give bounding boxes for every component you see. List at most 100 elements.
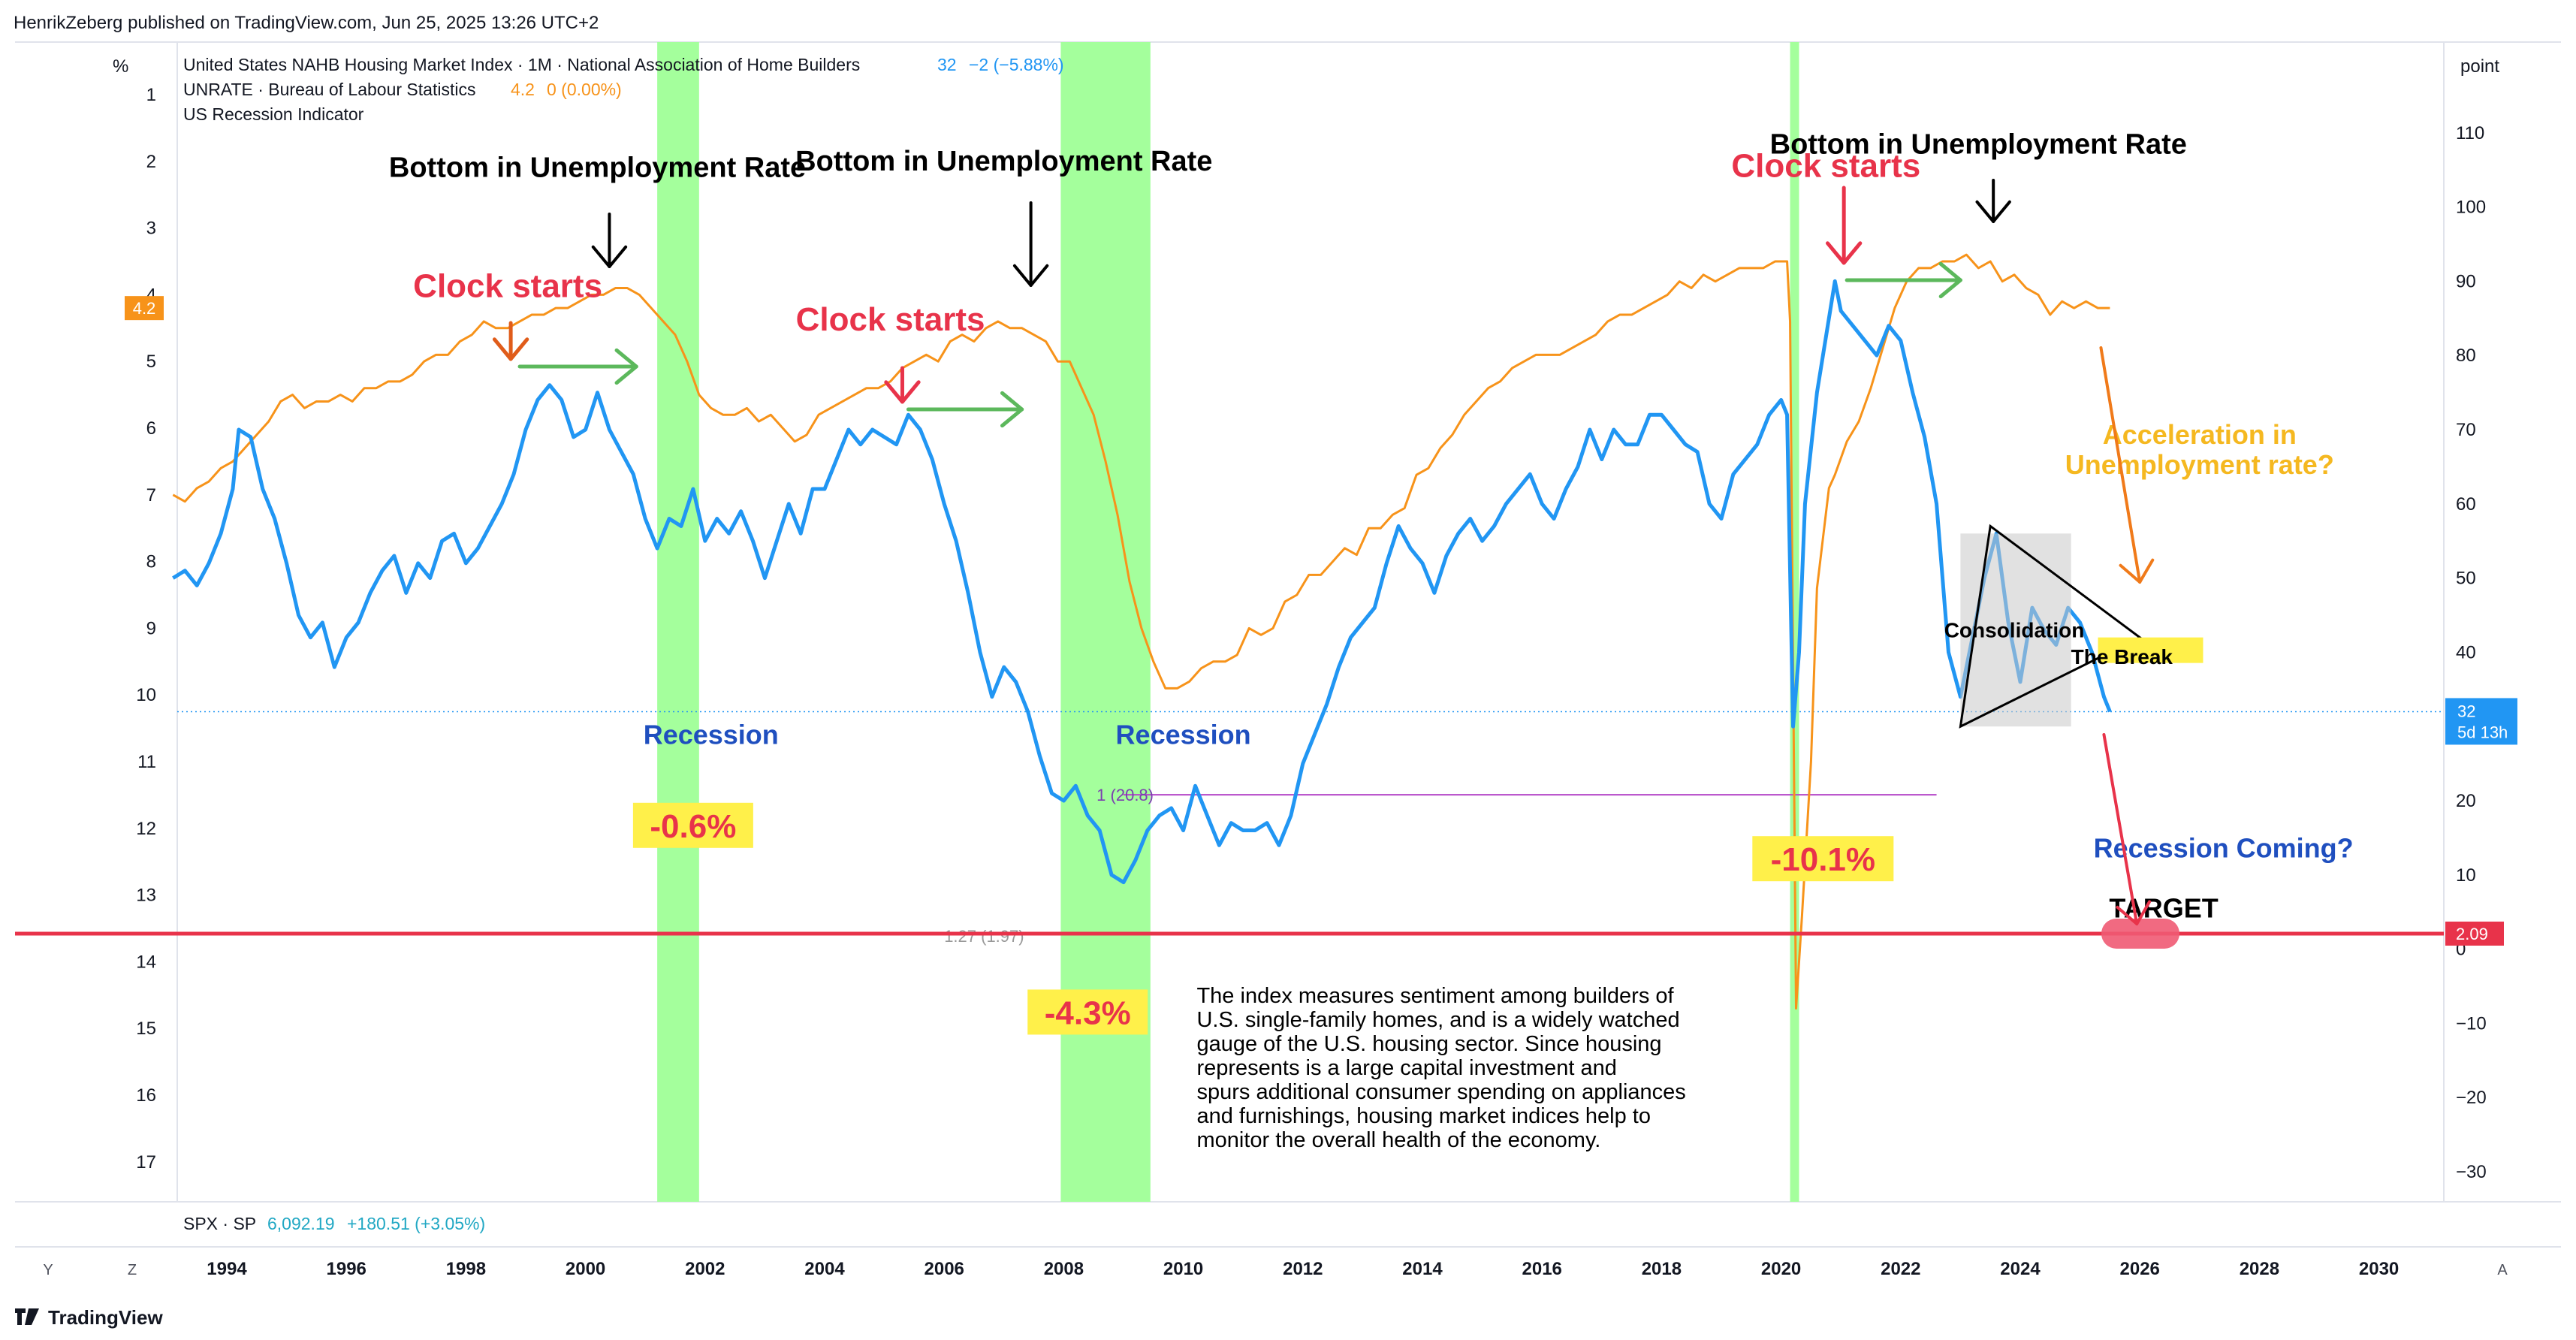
annotation-label: Consolidation [1944,618,2085,641]
description-line: gauge of the U.S. housing sector. Since … [1196,1032,1661,1056]
annotation-label: Recession Coming? [2094,832,2354,863]
x-axis-tick: 2022 [1881,1259,1920,1279]
target-arrow [2102,733,2139,925]
bottom-arrow-head [591,245,628,268]
bottom-arrow-head [1975,200,2011,223]
nahb-badge-time: 5d 13h [2457,723,2508,741]
x-axis-tick: 2028 [2240,1259,2279,1279]
fib-level-label: 1.27 (1.97) [944,927,1024,946]
legend-nahb-name[interactable]: United States NAHB Housing Market Index … [183,55,860,74]
left-axis-tick: 16 [136,1085,156,1106]
left-axis-tick: 14 [136,952,156,972]
legend-unrate-value: 4.2 [511,80,535,99]
description-line: The index measures sentiment among build… [1196,984,1674,1008]
unrate-badge-text: 4.2 [133,299,156,318]
spx-value: 6,092.19 [267,1214,335,1233]
recession-band [1790,42,1799,1202]
left-unit-label: % [113,56,128,77]
description-line: and furnishings, housing market indices … [1196,1104,1651,1128]
clock-run-arrow-head [1938,261,1962,299]
recession-band [657,42,699,1202]
x-axis-tick: 2002 [685,1259,725,1279]
log-scale-button[interactable]: Y [43,1262,53,1278]
tradingview-logo-icon [15,1308,39,1325]
acceleration-arrow [2099,346,2142,584]
right-axis-tick: 60 [2456,494,2476,515]
drawdown-badge-bg [632,802,753,848]
annotation-label: The Break [2071,645,2173,668]
left-axis-tick: 12 [136,819,156,839]
right-axis-tick: 20 [2456,791,2476,811]
annotation-label: Clock starts [796,301,985,338]
spx-change: +180.51 (+3.05%) [347,1214,485,1233]
x-axis-tick: 2010 [1163,1259,1203,1279]
legend[interactable]: United States NAHB Housing Market Index … [183,55,1064,124]
tradingview-logo-text: TradingView [48,1306,163,1329]
nahb-badge [2445,698,2517,745]
left-axis-tick: 6 [146,418,156,439]
left-axis-tick: 10 [136,685,156,705]
acceleration-arrow-head [2119,558,2155,584]
left-axis-tick: 1 [146,85,156,105]
annotation-label: Recession [1116,719,1251,750]
drawdown-label: -4.3% [1045,994,1131,1031]
x-axis-tick: 2016 [1522,1259,1562,1279]
drawdown-label: -0.6% [650,808,736,845]
annotation-label: Bottom in Unemployment Rate [1770,129,2187,161]
legend-nahb-value: 32 [937,55,957,74]
left-axis-tick: 11 [137,752,156,772]
annotation-label: Clock starts [1731,148,1920,185]
x-axis-tick: 2008 [1044,1259,1084,1279]
description-line: spurs additional consumer spending on ap… [1196,1080,1685,1104]
legend-unrate-name[interactable]: UNRATE · Bureau of Labour Statistics [183,80,475,99]
the-break-highlight [2098,637,2203,663]
description-line: represents is a large capital investment… [1196,1056,1616,1080]
legend-recession-name[interactable]: US Recession Indicator [183,104,364,124]
annotation-label: Recession [644,719,779,750]
left-axis-tick: 8 [146,552,156,572]
x-axis-tick: 1996 [327,1259,366,1279]
clock-arrow-head [884,380,921,404]
annotation-label: Unemployment rate? [2065,449,2334,480]
annotation-label: Bottom in Unemployment Rate [389,152,806,184]
right-axis-tick: −10 [2456,1013,2487,1034]
left-axis-tick: 5 [146,352,156,372]
left-axis-tick: 15 [136,1019,156,1039]
x-axis-tick: 2006 [925,1259,964,1279]
unrate-series-line [172,253,2110,1010]
spx-name[interactable]: SPX · SP [183,1214,256,1233]
clock-arrow-head [1826,241,1863,265]
drawdown-badge-bg [1752,836,1894,882]
unrate-badge [125,296,164,321]
fib-level-label: 1 (20.8) [1096,786,1154,804]
x-axis-tick: 2000 [566,1259,605,1279]
x-axis-tick: 2014 [1402,1259,1443,1279]
auto-scale-button[interactable]: A [2497,1262,2508,1278]
right-axis-tick: 110 [2456,123,2484,143]
x-axis-tick: 2020 [1761,1259,1801,1279]
left-axis-tick: 9 [146,618,156,638]
right-axis-tick: −20 [2456,1088,2487,1108]
left-axis-tick: 17 [136,1152,156,1172]
description-line: monitor the overall health of the econom… [1196,1128,1600,1152]
drawdown-label: -10.1% [1771,841,1875,878]
target-marker [2101,918,2179,949]
x-axis-tick: 2004 [804,1259,845,1279]
right-axis-tick: −30 [2456,1162,2487,1182]
x-axis-tick: 2026 [2120,1259,2160,1279]
left-axis-tick: 2 [146,152,156,172]
right-axis-tick: 80 [2456,346,2476,366]
zoom-button[interactable]: Z [128,1262,137,1278]
legend-unrate-change: 0 (0.00%) [547,80,622,99]
right-axis-tick: 90 [2456,271,2476,291]
annotation-label: Clock starts [413,268,602,305]
x-axis-tick: 1998 [446,1259,486,1279]
x-axis-tick: 2024 [2000,1259,2041,1279]
tradingview-logo[interactable]: TradingView [15,1306,163,1329]
x-axis-tick: 2030 [2359,1259,2399,1279]
annotations: Bottom in Unemployment Rate Bottom in Une… [389,129,2354,1152]
target-badge-text: 2.09 [2456,925,2488,943]
axes: 1234567891011121314151617110100908070605… [125,85,2517,1279]
consolidation-box [1960,533,2071,727]
